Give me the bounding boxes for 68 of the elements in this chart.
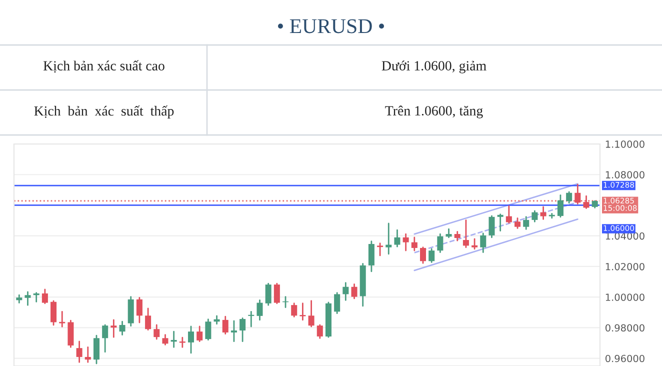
candlestick xyxy=(162,334,168,346)
y-tick-label: 0.98000 xyxy=(606,324,644,332)
candlestick xyxy=(532,210,538,222)
candlestick xyxy=(93,334,100,364)
candlestick xyxy=(506,205,512,224)
y-tick-label: 1.08000 xyxy=(606,171,644,178)
candlestick xyxy=(368,240,374,272)
candlestick xyxy=(24,291,31,306)
candlestick xyxy=(557,194,564,218)
candlestick xyxy=(76,340,82,363)
candlestick xyxy=(523,216,530,230)
y-tick-label: 1.00000 xyxy=(606,294,644,301)
chart-title: • EURUSD • xyxy=(278,19,384,34)
candlestick xyxy=(488,215,495,238)
candlestick xyxy=(110,319,117,338)
candlestick xyxy=(102,324,108,353)
candlestick xyxy=(540,206,546,220)
candlestick xyxy=(265,282,272,306)
candlestick xyxy=(334,292,340,314)
candlestick xyxy=(230,320,237,342)
candlestick xyxy=(446,228,452,238)
candlestick xyxy=(248,310,254,328)
candlestick xyxy=(462,220,469,248)
candlestick xyxy=(497,214,504,232)
candlestick xyxy=(574,184,581,204)
candlestick xyxy=(411,236,418,252)
text: Kịch bản xác suất thấp xyxy=(34,105,174,119)
candlestick xyxy=(377,242,384,256)
candlestick xyxy=(274,282,280,304)
y-tick-label: 0.96000 xyxy=(606,354,644,362)
candlestick xyxy=(291,302,298,318)
candlestick xyxy=(308,300,314,328)
candlestick xyxy=(394,229,400,248)
candlestick xyxy=(196,326,203,342)
candlestick xyxy=(351,284,358,300)
candlestick xyxy=(119,320,126,336)
candlestick xyxy=(316,324,323,339)
candlestick xyxy=(50,300,57,326)
candlestick xyxy=(188,326,194,354)
candlestick xyxy=(514,218,521,229)
candlestick xyxy=(480,232,486,253)
candlestick xyxy=(437,233,444,253)
candlestick xyxy=(136,297,142,324)
candlestick xyxy=(428,248,435,263)
candlestick xyxy=(566,191,572,204)
candlestick xyxy=(472,238,478,250)
candlestick xyxy=(154,324,160,340)
candlestick xyxy=(205,318,212,341)
candlestick xyxy=(342,282,349,301)
candlestick xyxy=(59,310,66,328)
text: Dưới 1.0600, giảm xyxy=(382,60,486,74)
candlestick xyxy=(548,212,555,219)
candlestick xyxy=(128,296,134,327)
candlestick xyxy=(42,288,48,304)
candlestick xyxy=(256,299,263,321)
text: Trên 1.0600, tăng xyxy=(385,106,483,118)
y-tick-label: 1.10000 xyxy=(606,140,644,148)
candlestick xyxy=(84,346,91,363)
candlestick xyxy=(222,316,228,335)
candlestick xyxy=(583,195,590,209)
candlestick xyxy=(420,246,426,264)
y-tick-label: 1.02000 xyxy=(606,262,644,270)
candlestick xyxy=(145,308,152,331)
candlestick xyxy=(386,222,392,255)
candlestick xyxy=(402,233,409,252)
candlestick xyxy=(68,320,74,348)
text: Kịch bản xác suất cao xyxy=(43,60,164,73)
candlestick xyxy=(240,318,246,342)
